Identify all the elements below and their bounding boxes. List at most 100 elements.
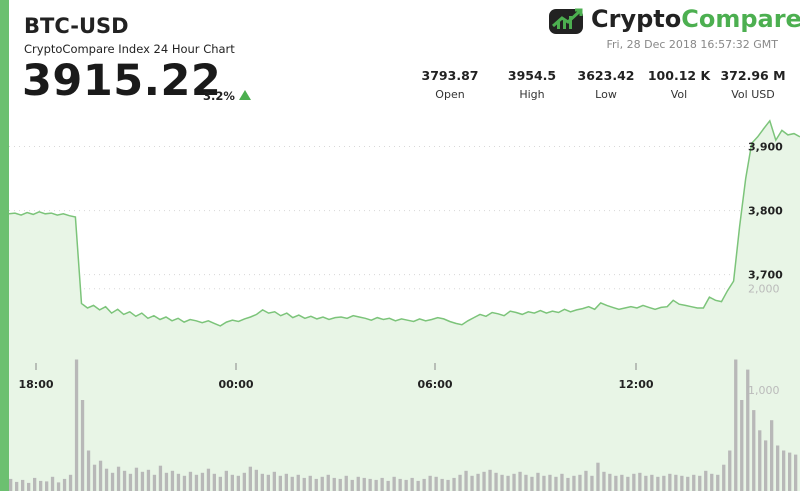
volume-bar	[632, 473, 636, 491]
volume-bar	[296, 474, 300, 491]
volume-bar	[194, 474, 199, 491]
volume-bar	[746, 369, 750, 491]
volume-bar	[674, 474, 678, 491]
volume-bar	[452, 477, 456, 491]
stat-label: Low	[595, 88, 617, 101]
volume-bar	[176, 473, 181, 491]
volume-bar	[116, 466, 121, 491]
volume-bar	[560, 473, 564, 491]
volume-bar	[446, 479, 450, 491]
volume-bar	[308, 475, 312, 491]
volume-bar	[248, 466, 252, 491]
volume-bar	[740, 400, 744, 491]
volume-bar	[128, 473, 133, 491]
volume-bar	[380, 477, 384, 491]
volume-bar	[596, 462, 600, 491]
timestamp: Fri, 28 Dec 2018 16:57:32 GMT	[606, 38, 779, 51]
time-tick-label: 00:00	[218, 378, 253, 391]
volume-bar	[776, 445, 780, 491]
volume-bar	[218, 476, 222, 491]
volume-bar	[56, 482, 61, 491]
volume-bar	[518, 471, 522, 491]
logo-text-crypto: Crypto	[591, 5, 682, 33]
volume-bar	[710, 473, 714, 491]
volume-bar	[704, 470, 708, 491]
volume-bar	[494, 472, 498, 491]
volume-bar	[566, 477, 570, 491]
volume-bar	[188, 471, 193, 491]
volume-bar	[39, 480, 43, 491]
cryptocompare-logo[interactable]: CryptoCompare	[548, 5, 800, 36]
volume-bar	[62, 478, 67, 491]
volume-bar	[680, 475, 684, 491]
volume-bar	[572, 475, 576, 491]
volume-bar	[608, 473, 612, 491]
volume-bar	[698, 475, 702, 491]
stats-row: 3793.87 Open 3954.5 High 3623.42 Low 100…	[420, 68, 790, 104]
volume-bar	[734, 359, 738, 491]
volume-bar	[650, 474, 654, 491]
time-tick-label: 06:00	[417, 378, 452, 391]
volume-bar	[254, 469, 258, 491]
volume-bar	[27, 482, 31, 491]
price-tick-label: 3,700	[748, 269, 783, 282]
volume-bar	[440, 478, 444, 491]
volume-bar	[74, 359, 79, 491]
volume-bar	[68, 474, 73, 491]
price-change: 3.2%	[203, 89, 235, 103]
volume-bar	[158, 465, 163, 491]
volume-bar	[422, 478, 426, 491]
volume-bar	[350, 479, 354, 491]
volume-bar	[554, 476, 558, 491]
volume-bar	[716, 474, 720, 491]
volume-bar	[410, 477, 414, 491]
logo-chart-icon	[549, 8, 583, 34]
volume-bar	[392, 476, 396, 491]
up-arrow-icon	[239, 90, 251, 100]
volume-bar	[686, 476, 690, 491]
volume-bar	[794, 454, 798, 491]
volume-bar	[764, 440, 768, 491]
volume-bar	[368, 478, 372, 491]
volume-bar	[512, 473, 516, 491]
volume-bar	[200, 472, 205, 491]
volume-bar	[584, 470, 588, 491]
volume-bar	[524, 474, 528, 491]
volume-bar	[482, 471, 486, 491]
volume-bar	[506, 475, 510, 491]
volume-bar	[470, 475, 474, 491]
volume-bar	[770, 420, 774, 491]
stat-label: Vol	[670, 88, 688, 101]
volume-bar	[626, 476, 630, 491]
volume-bar	[110, 472, 115, 491]
volume-bar	[164, 472, 169, 491]
stat-value: 3623.42	[577, 68, 635, 83]
volume-bar	[662, 475, 666, 491]
volume-tick-label: 1,000	[748, 384, 780, 397]
volume-bar	[98, 460, 103, 491]
volume-bar	[230, 474, 234, 491]
time-tick-label: 18:00	[18, 378, 53, 391]
volume-tick-label: 2,000	[748, 283, 780, 296]
volume-bar	[290, 476, 294, 491]
volume-bar	[644, 475, 648, 491]
chart-subtitle: CryptoCompare Index 24 Hour Chart	[24, 42, 235, 56]
volume-bar	[92, 464, 97, 491]
volume-bar	[548, 474, 552, 491]
price-line	[8, 119, 800, 327]
volume-bar	[656, 476, 660, 491]
stat-value: 100.12 K	[647, 68, 711, 83]
stat-low: 3623.42 Low	[571, 68, 641, 101]
volume-bar	[206, 468, 211, 491]
volume-bar	[21, 479, 25, 491]
volume-bar	[320, 476, 324, 491]
volume-bar	[224, 470, 228, 491]
price-chart[interactable]: 3,700 3,800 3,900 2,000 1,000 18:00 00:00 06:00…	[0, 108, 800, 491]
price-tick-label: 3,800	[748, 205, 783, 218]
volume-bar	[758, 430, 762, 491]
time-tick-label: 12:00	[618, 378, 653, 391]
volume-bar	[182, 475, 187, 491]
volume-bar	[278, 475, 282, 491]
volume-bar	[434, 476, 438, 491]
volume-bar	[458, 474, 462, 491]
